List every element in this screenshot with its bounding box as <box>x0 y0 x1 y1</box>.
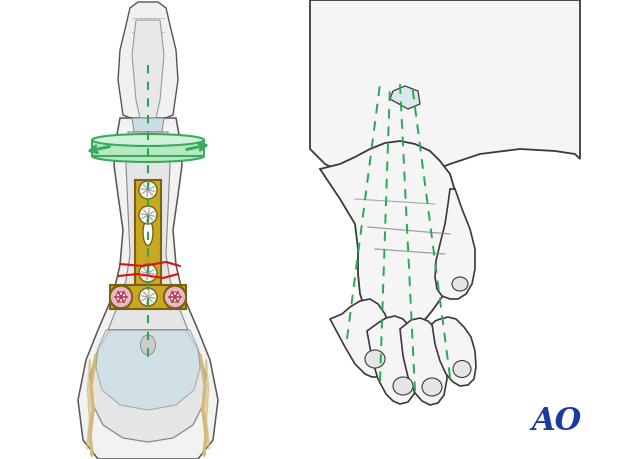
Ellipse shape <box>393 377 413 395</box>
Polygon shape <box>92 140 204 156</box>
Polygon shape <box>118 2 178 125</box>
Ellipse shape <box>139 288 157 306</box>
Ellipse shape <box>92 134 204 146</box>
Ellipse shape <box>365 350 385 368</box>
Polygon shape <box>108 132 188 330</box>
Ellipse shape <box>116 292 126 302</box>
Ellipse shape <box>422 378 442 396</box>
Polygon shape <box>132 118 164 132</box>
Polygon shape <box>96 330 200 410</box>
Ellipse shape <box>164 286 186 308</box>
Polygon shape <box>135 180 161 285</box>
Ellipse shape <box>143 219 153 246</box>
Ellipse shape <box>110 285 132 309</box>
Ellipse shape <box>453 360 471 377</box>
Ellipse shape <box>139 206 157 224</box>
Polygon shape <box>110 285 186 309</box>
Polygon shape <box>132 20 164 118</box>
Polygon shape <box>390 86 420 109</box>
Ellipse shape <box>92 150 204 162</box>
Polygon shape <box>320 141 458 331</box>
Polygon shape <box>400 318 447 405</box>
Polygon shape <box>435 189 475 299</box>
Ellipse shape <box>110 286 132 308</box>
Ellipse shape <box>139 264 157 282</box>
Polygon shape <box>78 118 218 459</box>
Ellipse shape <box>452 277 468 291</box>
Polygon shape <box>90 330 206 442</box>
Polygon shape <box>367 316 418 404</box>
Ellipse shape <box>164 285 186 309</box>
Polygon shape <box>310 0 580 179</box>
Ellipse shape <box>141 335 156 355</box>
Text: AO: AO <box>532 406 582 437</box>
Ellipse shape <box>170 292 180 302</box>
Polygon shape <box>330 299 392 377</box>
Polygon shape <box>432 317 476 386</box>
Ellipse shape <box>139 181 157 199</box>
